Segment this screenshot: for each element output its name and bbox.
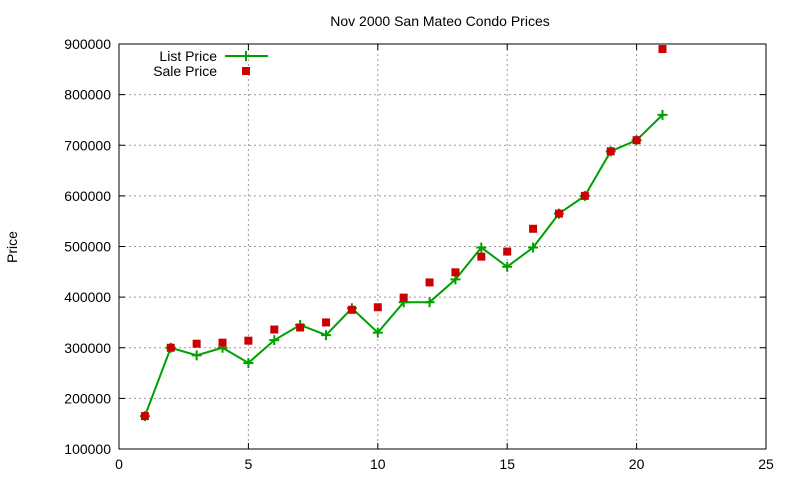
chart-title: Nov 2000 San Mateo Condo Prices	[330, 13, 549, 29]
sale-price-point	[529, 224, 538, 233]
ticks: 0 5 10 15 20 25 100000 200000 300000 400000 500000…	[64, 36, 774, 472]
sale-price-point	[347, 305, 356, 314]
y-tick-label: 400000	[64, 289, 111, 305]
list-price-point	[502, 261, 513, 272]
sale-price-point	[166, 343, 175, 352]
sale-price-point	[425, 278, 434, 287]
sale-price-point	[322, 318, 331, 327]
list-price-line	[143, 114, 664, 417]
sale-price-point	[373, 303, 382, 312]
sale-price-point	[451, 268, 460, 277]
sale-price-point	[606, 147, 615, 156]
x-tick-label: 20	[629, 456, 645, 472]
list-price-point	[269, 335, 280, 346]
x-tick-label: 25	[758, 456, 774, 472]
y-tick-label: 200000	[64, 390, 111, 406]
x-tick-label: 10	[370, 456, 386, 472]
list-price-point	[321, 330, 332, 341]
plot-border	[118, 43, 767, 450]
x-tick-label: 0	[115, 456, 123, 472]
list-price-point	[476, 242, 487, 253]
sale-price-point	[270, 325, 279, 334]
sale-price-point	[192, 339, 201, 348]
y-tick-label: 600000	[64, 188, 111, 204]
list-price-point	[528, 242, 539, 253]
list-price-point	[243, 357, 254, 368]
list-price-point	[191, 350, 202, 361]
y-tick-label: 700000	[64, 137, 111, 153]
y-tick-label: 800000	[64, 87, 111, 103]
x-tick-label: 5	[245, 456, 253, 472]
sale-price-point	[218, 338, 227, 347]
y-tick-label: 500000	[64, 239, 111, 255]
sale-price-point	[503, 247, 512, 256]
list-price-point	[424, 297, 435, 308]
y-tick-label: 300000	[64, 340, 111, 356]
list-price-point	[372, 327, 383, 338]
legend-marker-list-price	[241, 51, 251, 61]
sale-price-point	[580, 191, 589, 200]
x-tick-label: 15	[499, 456, 515, 472]
sale-price-point	[477, 252, 486, 261]
y-tick-label: 100000	[64, 441, 111, 457]
sale-price-point	[658, 45, 667, 54]
series	[139, 45, 668, 422]
sale-price-point	[140, 412, 149, 421]
legend-label-list-price: List Price	[159, 48, 217, 64]
sale-price-point	[399, 293, 408, 302]
legend-marker-sale-price	[242, 67, 250, 75]
legend-label-sale-price: Sale Price	[153, 63, 217, 79]
sale-price-point	[632, 136, 641, 145]
sale-price-point	[296, 323, 305, 332]
grid	[119, 44, 766, 449]
sale-price-point	[244, 336, 253, 345]
y-tick-label: 900000	[64, 36, 111, 52]
sale-price-point	[554, 209, 563, 218]
legend: List Price Sale Price	[153, 48, 268, 79]
list-price-point	[657, 109, 668, 120]
y-axis-label: Price	[4, 231, 20, 263]
